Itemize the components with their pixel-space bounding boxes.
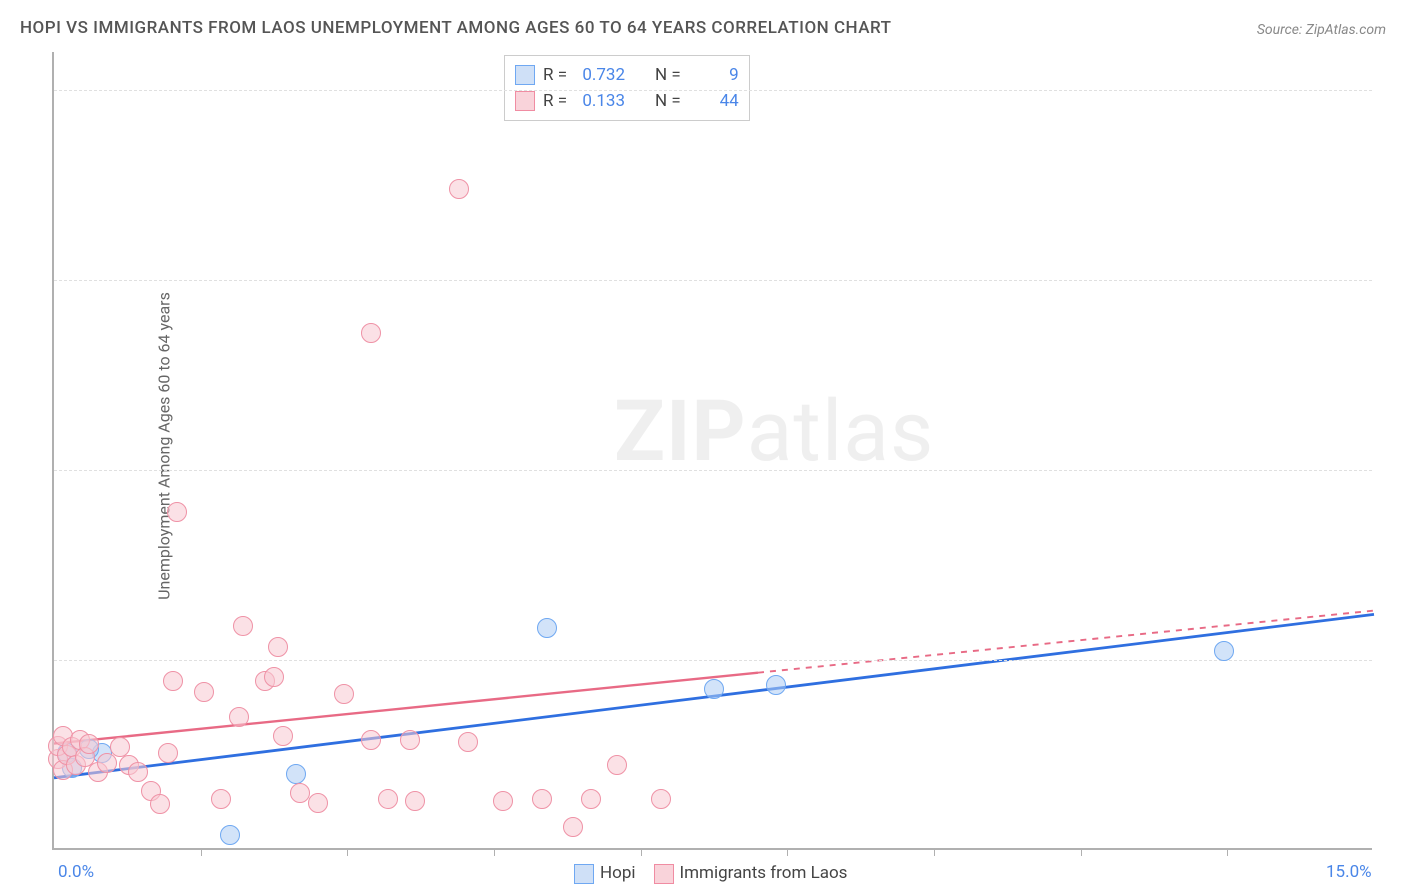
legend-n-value: 44 <box>689 91 739 111</box>
x-tick-label: 0.0% <box>58 862 94 882</box>
scatter-point <box>493 791 513 811</box>
scatter-point <box>704 679 724 699</box>
x-tick-label: 15.0% <box>1326 862 1372 882</box>
scatter-point <box>361 323 381 343</box>
scatter-point <box>563 817 583 837</box>
trend-lines-svg <box>54 52 1372 848</box>
scatter-point <box>405 791 425 811</box>
x-tick <box>347 848 348 856</box>
legend-series-item: Immigrants from Laos <box>654 863 848 884</box>
legend-swatch <box>574 864 594 884</box>
legend-series: Hopi Immigrants from Laos <box>574 863 847 884</box>
legend-r-label: R = <box>543 65 567 85</box>
source-attribution: Source: ZipAtlas.com <box>1257 22 1386 38</box>
legend-swatch <box>654 864 674 884</box>
scatter-point <box>532 789 552 809</box>
legend-n-label: N = <box>655 65 681 85</box>
x-tick <box>641 848 642 856</box>
scatter-point <box>766 675 786 695</box>
scatter-point <box>308 793 328 813</box>
scatter-point <box>449 179 469 199</box>
scatter-point <box>233 616 253 636</box>
scatter-point <box>128 762 148 782</box>
gridline-h <box>54 280 1372 281</box>
x-tick <box>1081 848 1082 856</box>
scatter-point <box>264 667 284 687</box>
scatter-point <box>1214 641 1234 661</box>
scatter-point <box>158 743 178 763</box>
x-tick <box>201 848 202 856</box>
scatter-point <box>581 789 601 809</box>
watermark-zip: ZIP <box>614 382 747 481</box>
scatter-point <box>378 789 398 809</box>
x-tick <box>494 848 495 856</box>
legend-r-value: 0.133 <box>575 91 625 111</box>
legend-correlation-row: R = 0.133 N = 44 <box>515 88 739 114</box>
scatter-point <box>167 502 187 522</box>
legend-correlation-row: R = 0.732 N = 9 <box>515 62 739 88</box>
scatter-point <box>268 637 288 657</box>
scatter-point <box>273 726 293 746</box>
scatter-point <box>361 730 381 750</box>
scatter-point <box>194 682 214 702</box>
scatter-point <box>211 789 231 809</box>
legend-n-value: 9 <box>689 65 739 85</box>
scatter-point <box>163 671 183 691</box>
scatter-point <box>458 732 478 752</box>
scatter-point <box>220 825 240 845</box>
legend-correlation-box: R = 0.732 N = 9 R = 0.133 N = 44 <box>504 55 750 121</box>
gridline-h <box>54 660 1372 661</box>
legend-series-item: Hopi <box>574 863 636 884</box>
scatter-point <box>334 684 354 704</box>
legend-series-label: Hopi <box>600 863 636 883</box>
scatter-point <box>79 734 99 754</box>
scatter-point <box>286 764 306 784</box>
gridline-h <box>54 470 1372 471</box>
scatter-point <box>150 794 170 814</box>
legend-swatch <box>515 65 535 85</box>
x-tick <box>1227 848 1228 856</box>
scatter-point <box>537 618 557 638</box>
scatter-point <box>400 730 420 750</box>
plot-area: ZIPatlas R =0.732N =9R =0.133N =44 HopiI… <box>52 52 1372 850</box>
legend-n-label: N = <box>655 91 681 111</box>
watermark-atlas: atlas <box>747 382 935 481</box>
scatter-point <box>651 789 671 809</box>
legend-swatch <box>515 91 535 111</box>
legend-series-label: Immigrants from Laos <box>680 863 848 883</box>
scatter-point <box>229 707 249 727</box>
legend-r-label: R = <box>543 91 567 111</box>
legend-r-value: 0.732 <box>575 65 625 85</box>
gridline-h <box>54 90 1372 91</box>
x-tick <box>934 848 935 856</box>
scatter-point <box>607 755 627 775</box>
chart-title: HOPI VS IMMIGRANTS FROM LAOS UNEMPLOYMEN… <box>20 18 892 38</box>
watermark: ZIPatlas <box>614 382 934 481</box>
x-tick <box>787 848 788 856</box>
